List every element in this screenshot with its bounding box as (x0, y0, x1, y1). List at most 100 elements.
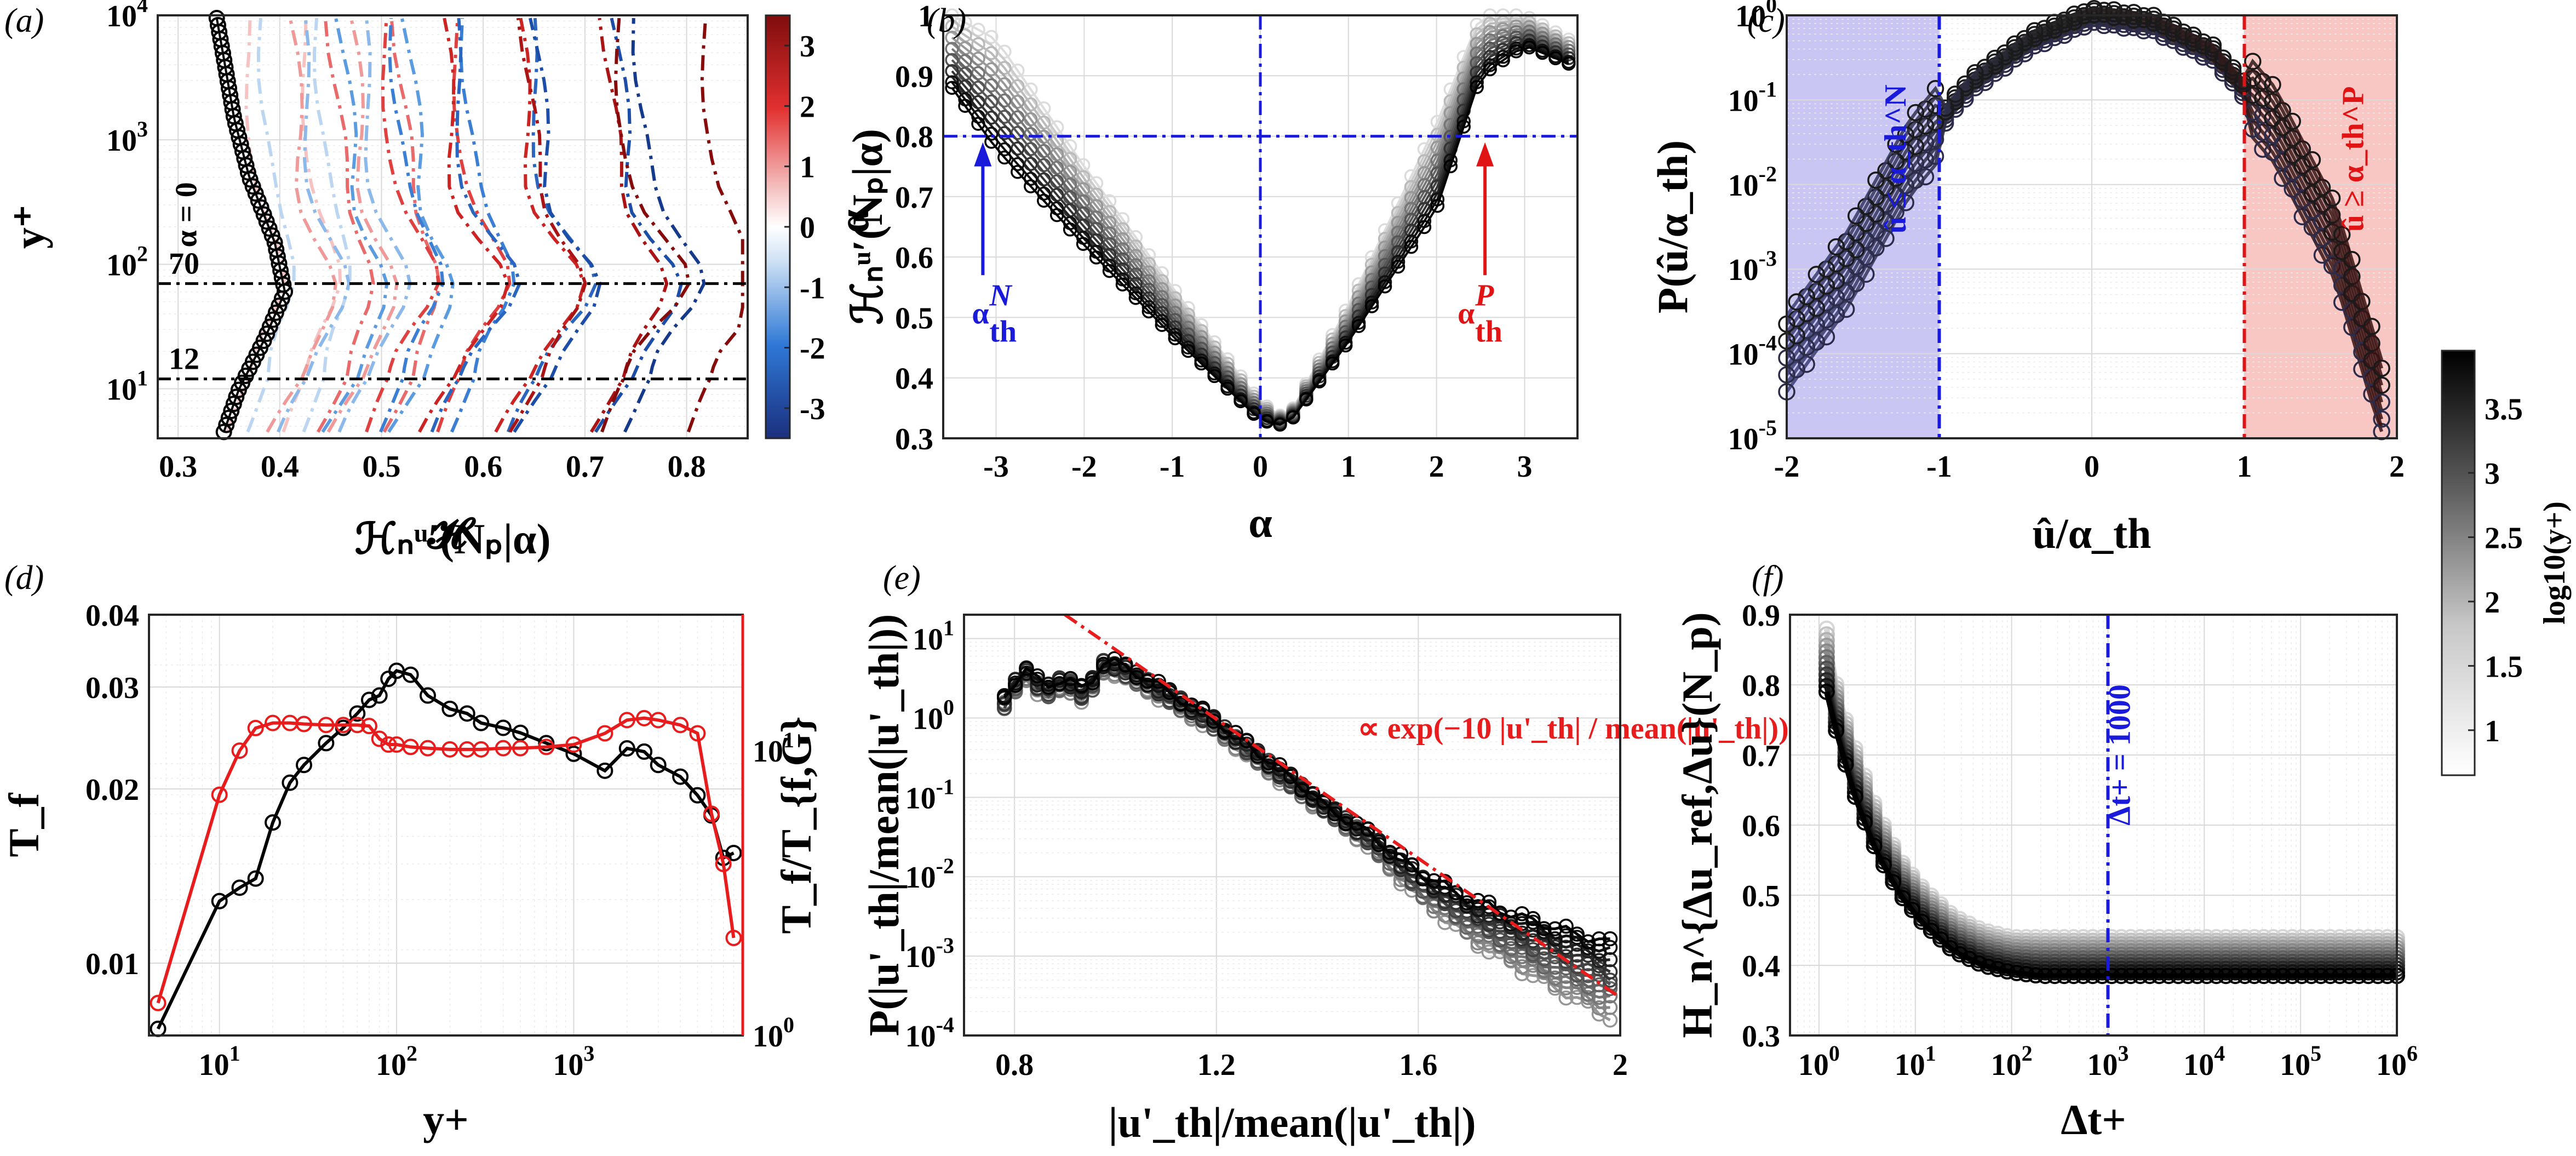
entropy-marker (1828, 722, 1845, 739)
series-tf-marker (349, 705, 366, 722)
series-tf-ratio-marker (565, 736, 582, 753)
x-tick-label: 2 (1613, 1048, 1628, 1082)
pdf-marker (2284, 112, 2301, 130)
panel-a-frame (157, 14, 749, 439)
alpha-zero-marker (228, 388, 245, 405)
entropy-marker (2256, 968, 2273, 985)
y-axis-label: P(û/α_th) (1649, 140, 1696, 314)
series-tf-marker (231, 879, 248, 896)
pdf-marker (1976, 59, 1994, 76)
x-axis-label: |u'_th|/mean(|u'_th|) (1108, 1098, 1476, 1146)
entropy-marker (2379, 968, 2396, 985)
entropy-marker (2103, 968, 2120, 985)
pdf-marker (1558, 928, 1574, 943)
dashed-alpha-curve (226, 18, 286, 433)
series-tf-marker (672, 768, 689, 785)
x-axis-label: ℋₙᵘ′(Nₚ|α) (355, 515, 551, 563)
scatter-marker (958, 99, 972, 113)
dashed-alpha-curve (494, 18, 586, 433)
scatter-marker (1181, 344, 1196, 358)
y-tick-label: 104 (106, 0, 148, 33)
x-tick-label: 0.5 (363, 450, 401, 484)
pdf-marker (1129, 670, 1144, 685)
pdf-marker (1887, 135, 1904, 153)
pdf-marker (1140, 673, 1155, 689)
y-tick-label: 1 (918, 0, 933, 33)
panel-label: (f) (1752, 559, 1784, 597)
y-axis-label: ℋₙᵘ′(Nₚ|α) (844, 129, 891, 325)
annotation-alpha-n-sub: th (989, 315, 1017, 349)
entropy-marker (2208, 968, 2225, 985)
pdf-marker (1558, 990, 1574, 1006)
y-axis-label: T_f (0, 792, 48, 857)
entropy-marker (2170, 968, 2187, 985)
dashed-alpha-curve (623, 18, 706, 433)
entropy-marker (2227, 968, 2244, 985)
pdf-marker (1569, 967, 1585, 983)
series-tf-ratio-marker (349, 717, 366, 734)
series-tf-ratio-marker (265, 714, 282, 731)
pdf-marker (1184, 697, 1200, 713)
scatter-marker (1483, 25, 1497, 39)
series-tf-ratio-marker (689, 725, 706, 742)
entropy-marker (1932, 931, 1949, 948)
pdf-marker (1382, 845, 1398, 860)
pdf-marker (1847, 207, 1865, 225)
pdf-marker (1525, 942, 1541, 958)
entropy-marker (2122, 968, 2139, 985)
pdf-marker (1173, 696, 1189, 712)
dashed-alpha-curve (418, 18, 510, 433)
entropy-marker (2217, 968, 2234, 985)
pdf-marker (1547, 931, 1563, 947)
pdf-marker (1536, 921, 1552, 936)
pdf-marker (1602, 931, 1618, 947)
series-tf-marker (495, 719, 512, 736)
scatter-marker (1312, 374, 1327, 389)
y-tick-label: 10-4 (905, 1012, 954, 1054)
scatter-marker (1535, 45, 1550, 60)
scatter-marker (1351, 319, 1366, 333)
pdf-marker (1547, 970, 1563, 986)
x-tick-label: 0.8 (995, 1048, 1034, 1082)
entropy-marker (1818, 683, 1835, 700)
x-tick-label: -2 (1774, 450, 1800, 484)
series-tf-marker (295, 757, 312, 774)
pdf-marker (2323, 190, 2341, 207)
series-tf-marker (419, 687, 436, 704)
scatter-marker (1299, 392, 1313, 407)
alpha-zero-marker (225, 396, 242, 413)
scatter-marker (984, 30, 999, 44)
x-tick-label: 0.6 (464, 450, 502, 484)
y-tick-label: 0.02 (85, 773, 139, 807)
alpha-zero-marker (266, 234, 283, 251)
pdf-marker (1536, 940, 1552, 956)
entropy-marker (1894, 890, 1911, 907)
scatter-marker (1325, 356, 1340, 371)
pdf-marker (1580, 968, 1596, 983)
entropy-marker (2036, 968, 2053, 985)
x-tick-label: 105 (2280, 1041, 2321, 1082)
entropy-marker (2141, 968, 2158, 985)
pdf-marker (1085, 675, 1100, 691)
pdf-marker (1030, 668, 1045, 684)
scatter-marker (1168, 331, 1183, 346)
alpha-zero-marker (258, 213, 275, 230)
pdf-marker (1305, 786, 1321, 802)
reference-vline-label: Δt+ = 1000 (2103, 684, 2137, 826)
pdf-marker (1338, 816, 1353, 831)
scatter-marker (1548, 51, 1563, 66)
y-right-tick-label: 100 (753, 1012, 794, 1054)
x-tick-label: 102 (376, 1041, 417, 1082)
colorbar-tick-label: 1 (2485, 714, 2500, 748)
panel-d-frame (148, 614, 744, 1037)
scatter-marker (1483, 16, 1497, 31)
y-tick-label: 0.9 (895, 60, 933, 94)
entropy-marker (2274, 968, 2291, 985)
series-tf-marker (565, 745, 582, 762)
dashed-alpha-curve (246, 18, 296, 433)
series-tf-marker (596, 762, 613, 779)
y-tick-label: 0.01 (85, 947, 139, 981)
scatter-marker (1037, 193, 1051, 208)
scatter-marker (984, 62, 999, 77)
entropy-marker (1970, 955, 1987, 972)
